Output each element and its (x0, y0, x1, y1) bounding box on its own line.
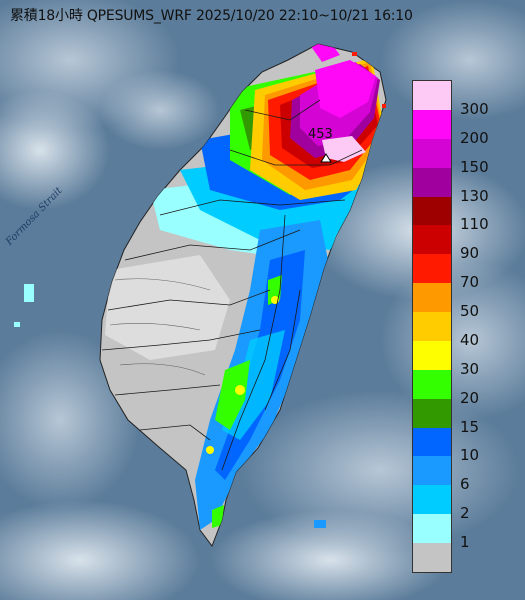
legend-swatch (413, 283, 451, 312)
max-marker-icon (320, 153, 332, 163)
legend-label: 1 (460, 533, 470, 552)
legend-label: 130 (460, 186, 489, 205)
legend-swatch (413, 109, 451, 139)
legend-swatch (413, 427, 451, 457)
small-islands (14, 52, 386, 528)
rainfall-shading (105, 44, 386, 530)
legend-label: 70 (460, 273, 480, 292)
legend-label: 90 (460, 244, 480, 263)
legend-label: 15 (460, 417, 480, 436)
legend-label: 300 (460, 99, 489, 118)
legend-swatch (413, 514, 451, 543)
legend-swatch (413, 196, 451, 226)
legend-label: 2 (460, 504, 470, 523)
legend-label: 200 (460, 128, 489, 147)
legend-swatch (413, 167, 451, 197)
legend-swatch (413, 543, 451, 572)
legend-label: 6 (460, 475, 470, 494)
legend-swatch (413, 312, 451, 341)
max-value-label: 453 (308, 127, 333, 142)
legend-label: 10 (460, 446, 480, 465)
legend-swatch (413, 398, 451, 428)
legend-swatch (413, 369, 451, 399)
map-title: 累積18小時 QPESUMS_WRF 2025/10/20 22:10~10/2… (10, 8, 413, 24)
legend-label: 40 (460, 330, 480, 349)
legend-swatch (413, 340, 451, 370)
taiwan-island (99, 43, 387, 548)
legend-swatch (413, 225, 451, 255)
legend-swatch (413, 81, 451, 110)
legend-swatch (413, 456, 451, 486)
legend-label: 20 (460, 388, 480, 407)
rivers (109, 278, 211, 376)
legend-label: 30 (460, 359, 480, 378)
legend-colorbar (412, 80, 452, 573)
legend-label: 50 (460, 302, 480, 321)
legend-label: 150 (460, 157, 489, 176)
county-boundaries (101, 99, 363, 471)
legend-swatch (413, 138, 451, 168)
legend-label: 110 (460, 215, 489, 234)
legend-swatch (413, 485, 451, 515)
legend-swatch (413, 254, 451, 284)
